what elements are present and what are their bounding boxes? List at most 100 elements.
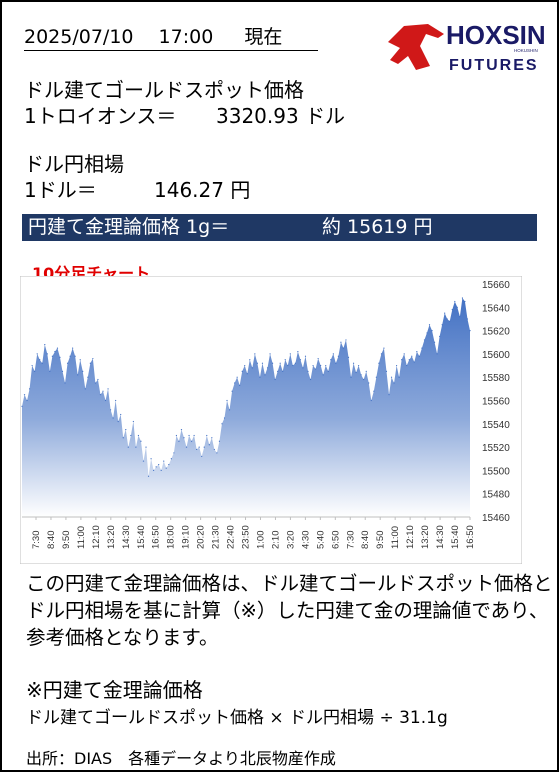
price-point <box>459 316 461 318</box>
price-point <box>256 362 258 364</box>
price-point <box>64 382 66 384</box>
price-point <box>358 364 360 367</box>
price-point <box>99 394 102 396</box>
price-point <box>342 347 345 349</box>
price-point <box>433 341 436 343</box>
x-tick-label: 14:30 <box>121 525 132 549</box>
formula-body: ドル建てゴールドスポット価格 × ドル円相場 ÷ 31.1g <box>26 708 448 728</box>
x-tick-label: 7:30 <box>31 531 42 550</box>
price-point <box>180 429 183 431</box>
price-point <box>150 458 152 460</box>
price-point <box>82 370 84 372</box>
price-point <box>122 437 124 439</box>
price-point <box>345 339 347 341</box>
price-point <box>165 467 167 469</box>
x-tick-label: 13:20 <box>420 525 431 549</box>
price-point <box>102 390 104 392</box>
price-point <box>322 374 324 376</box>
price-point <box>183 437 185 439</box>
price-point <box>332 353 334 355</box>
price-point <box>127 446 129 448</box>
price-point <box>378 362 380 364</box>
y-tick-label: 15620 <box>482 327 510 338</box>
price-point <box>441 324 443 326</box>
price-point <box>26 399 28 402</box>
price-point <box>198 446 200 448</box>
price-point <box>269 353 271 355</box>
price-point <box>168 463 170 466</box>
price-point <box>137 434 140 437</box>
price-point <box>79 359 81 361</box>
x-tick-label: 22:40 <box>226 525 237 549</box>
price-point <box>388 394 390 396</box>
hoxsin-logo: HOXSIN HOKUSHIN FUTURES <box>388 20 546 74</box>
price-point <box>403 353 405 355</box>
price-point <box>446 318 448 320</box>
price-point <box>173 452 175 454</box>
price-point <box>307 370 309 372</box>
price-point <box>327 370 329 372</box>
price-point <box>320 364 322 367</box>
y-tick-label: 15480 <box>482 490 510 501</box>
price-point <box>309 378 312 381</box>
price-point <box>373 390 375 392</box>
price-point <box>335 362 337 364</box>
price-point <box>451 309 453 311</box>
price-point <box>251 367 253 369</box>
price-point <box>69 355 71 357</box>
price-point <box>383 347 385 349</box>
gold-label: ドル建てゴールドスポット価格 <box>24 78 304 102</box>
price-point <box>299 359 302 361</box>
price-point <box>107 388 109 390</box>
price-point <box>408 359 410 361</box>
price-point <box>261 362 264 364</box>
price-point <box>421 347 423 349</box>
price-point <box>254 353 256 355</box>
price-point <box>61 370 64 372</box>
price-point <box>147 475 150 477</box>
price-point <box>266 367 269 369</box>
x-tick-label: 5:40 <box>315 531 326 550</box>
y-tick-label: 15460 <box>482 513 510 524</box>
banner-label: 円建て金理論価格 1g＝ <box>28 216 230 238</box>
price-point <box>213 448 215 451</box>
price-point <box>223 417 226 419</box>
price-point <box>249 359 251 361</box>
price-point <box>36 353 38 355</box>
x-tick-label: 15:40 <box>136 525 147 549</box>
y-tick-label: 15660 <box>482 280 510 291</box>
price-point <box>363 378 365 381</box>
price-point <box>49 370 51 372</box>
price-point <box>208 444 210 446</box>
price-point <box>203 446 205 448</box>
price-point <box>416 350 418 353</box>
price-point <box>153 469 155 471</box>
banner-value: 約 15619 円 <box>322 216 433 238</box>
gold-value: 3320.93 ドル <box>216 104 346 128</box>
price-point <box>439 335 441 338</box>
price-point <box>294 362 296 364</box>
price-chart: 15460 15480 15500 15520 15540 15560 15580 15600… <box>20 276 522 564</box>
x-tick-label: 11:00 <box>76 526 87 549</box>
price-point <box>142 460 145 462</box>
price-point <box>104 399 107 402</box>
gold-unit-label: 1トロイオンス＝ <box>24 104 177 128</box>
x-tick-label: 6:50 <box>330 531 341 550</box>
price-point <box>436 353 438 355</box>
x-tick-label: 3:20 <box>285 531 296 550</box>
price-point <box>28 388 31 390</box>
source-note: 出所：DIAS 各種データより北辰物産作成 <box>26 749 336 768</box>
price-point <box>398 376 400 378</box>
price-point <box>170 458 172 460</box>
price-point <box>120 413 122 416</box>
price-point <box>23 394 26 396</box>
price-point <box>132 420 134 423</box>
price-point <box>426 332 428 334</box>
price-point <box>117 420 119 423</box>
price-point <box>454 300 456 303</box>
price-point <box>444 312 446 314</box>
price-point <box>216 452 218 454</box>
svg-text:HOXSIN: HOXSIN <box>446 20 546 50</box>
price-point <box>337 355 339 357</box>
price-point <box>89 362 91 364</box>
